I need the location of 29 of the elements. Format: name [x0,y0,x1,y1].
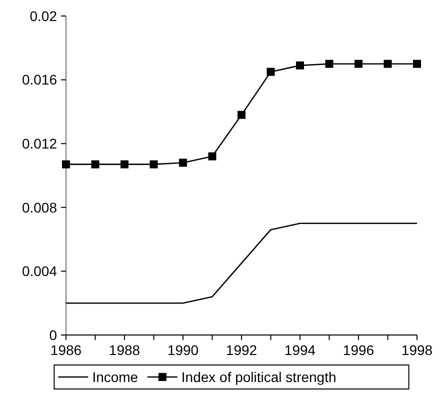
point [354,60,362,68]
x-tick-label: 1988 [108,342,140,358]
y-tick-label: 0.02 [30,8,58,24]
legend-label: Index of political strength [181,368,336,385]
point [296,61,304,70]
x-tick-label: 1998 [401,342,433,358]
x-tick-label: 1986 [50,342,82,358]
point [179,158,187,167]
y-tick-label: 0.008 [22,199,58,216]
x-tick-label: 1994 [284,342,316,358]
y-tick-label: 0.004 [22,263,58,280]
y-tick-label: 0.012 [22,136,58,152]
point [208,152,216,160]
y-tick-label: 0.016 [22,72,58,88]
point [325,60,334,68]
y-tick-label: 0 [49,326,58,343]
point [413,60,421,68]
point [150,160,158,168]
point [62,160,70,168]
point [91,160,100,168]
line-series [65,222,418,304]
point [266,68,275,76]
x-tick-label: 1996 [342,342,374,358]
x-tick-label: 1990 [167,342,199,358]
point [238,110,246,119]
point [120,160,128,168]
point [384,60,392,68]
legend-label: Income [92,368,138,385]
x-tick-label: 1992 [226,342,258,358]
